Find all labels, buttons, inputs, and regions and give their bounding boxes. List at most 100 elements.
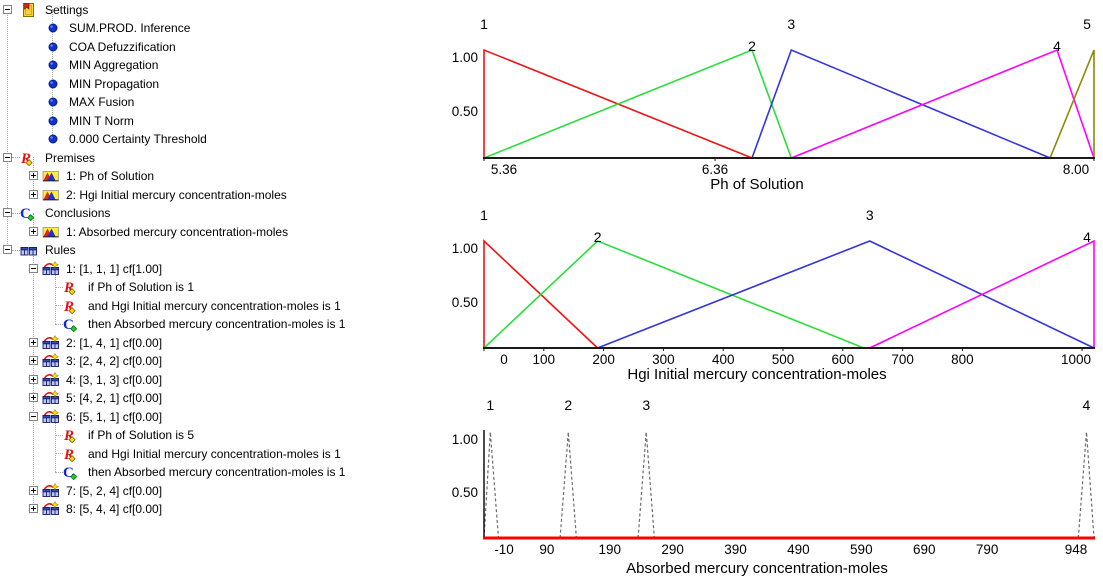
- mf-chart-absorbed-mercury-concentration-moles[interactable]: [484, 432, 1094, 538]
- mf-curve-absorbed-mercury-concentration-moles-1[interactable]: [483, 431, 500, 539]
- y-tick-label: 0.50: [451, 485, 478, 500]
- rule-icon: [42, 501, 60, 517]
- tree-connector: [55, 268, 56, 324]
- tree-item-min-t-norm[interactable]: MIN T Norm: [0, 111, 430, 130]
- tree-item-label: 5: [4, 2, 1] cf[0.00]: [66, 391, 163, 405]
- y-tick-label: 1.00: [451, 241, 478, 256]
- collapse-icon[interactable]: [3, 245, 12, 254]
- mf-number-label: 1: [486, 397, 495, 413]
- expand-icon[interactable]: [29, 226, 38, 236]
- x-tick-label: 590: [850, 542, 873, 557]
- expand-icon[interactable]: [29, 374, 38, 384]
- mf-curve-hgi-initial-mercury-concentration-moles-3[interactable]: [597, 240, 1095, 349]
- tree-item-7-5-2-4-cf-0-00[interactable]: 7: [5, 2, 4] cf[0.00]: [0, 481, 430, 500]
- tree-item-label: 1: Absorbed mercury concentration-moles: [66, 224, 289, 239]
- tree-item-3-2-4-2-cf-0-00[interactable]: 3: [2, 4, 2] cf[0.00]: [0, 352, 430, 371]
- tree-item-settings[interactable]: Settings: [0, 0, 430, 19]
- mf-curve-ph-of-solution-3[interactable]: [751, 48, 1051, 159]
- tree-item-1-absorbed-mercury-concentration-moles[interactable]: 1: Absorbed mercury concentration-moles: [0, 222, 430, 241]
- mf-number-label: 1: [480, 16, 488, 32]
- expand-icon[interactable]: [29, 393, 38, 402]
- tree-connector: [55, 416, 56, 472]
- x-tick-label: 200: [592, 352, 615, 367]
- y-tick-label: 1.00: [451, 432, 478, 447]
- mf-icon: [42, 168, 60, 184]
- tree-item-8-5-4-4-cf-0-00[interactable]: 8: [5, 4, 4] cf[0.00]: [0, 500, 430, 519]
- expand-icon[interactable]: [29, 171, 38, 180]
- expand-icon[interactable]: [29, 337, 38, 347]
- x-tick-label: 100: [532, 352, 556, 367]
- collapse-icon[interactable]: [29, 263, 38, 273]
- tree-item-premises[interactable]: R Premises: [0, 148, 430, 167]
- tree-item-max-fusion[interactable]: MAX Fusion: [0, 93, 430, 112]
- tree-item-label: Settings: [45, 2, 89, 17]
- mf-chart-hgi-initial-mercury-concentration-moles[interactable]: [484, 241, 1094, 348]
- x-tick-label: 90: [539, 542, 555, 557]
- svg-text:R: R: [63, 447, 74, 462]
- expand-icon[interactable]: [29, 485, 38, 495]
- tree-item-0-000-certainty-threshold[interactable]: 0.000 Certainty Threshold: [0, 130, 430, 149]
- tree-item-4-3-1-3-cf-0-00[interactable]: 4: [3, 1, 3] cf[0.00]: [0, 370, 430, 389]
- tree-connector: [12, 212, 20, 214]
- mf-curve-hgi-initial-mercury-concentration-moles-2[interactable]: [483, 240, 865, 349]
- tree-item-5-4-2-1-cf-0-00[interactable]: 5: [4, 2, 1] cf[0.00]: [0, 389, 430, 408]
- tree-connector: [55, 453, 63, 454]
- x-tick-label: 6.36: [701, 162, 729, 177]
- expand-icon[interactable]: [29, 189, 38, 199]
- mf-curve-ph-of-solution-5[interactable]: [1049, 49, 1095, 159]
- tree-item-rules[interactable]: Rules: [0, 241, 430, 260]
- expand-icon[interactable]: [29, 504, 38, 513]
- mf-chart-ph-of-solution[interactable]: [484, 50, 1094, 158]
- svg-text:R: R: [63, 428, 74, 443]
- collapse-icon[interactable]: [3, 208, 12, 217]
- tree-connector: [55, 471, 63, 473]
- mf-icon: [42, 224, 60, 240]
- premise-icon: R: [63, 446, 81, 462]
- tree-item-label: then Absorbed mercury concentration-mole…: [88, 465, 346, 479]
- tree-item-2-hgi-initial-mercury-concentration-mole[interactable]: 2: Hgi Initial mercury concentration-mol…: [0, 185, 430, 204]
- tree-item-label: if Ph of Solution is 1: [88, 280, 195, 294]
- tree-item-label: MIN T Norm: [69, 113, 134, 128]
- mf-curve-hgi-initial-mercury-concentration-moles-1[interactable]: [483, 239, 599, 349]
- tree-item-coa-defuzzification[interactable]: COA Defuzzification: [0, 37, 430, 56]
- bullet-icon: [45, 113, 63, 129]
- x-tick-label: 800: [951, 352, 974, 367]
- y-tick-label: 1.00: [451, 50, 478, 65]
- tree-item-label: 4: [3, 1, 3] cf[0.00]: [66, 372, 163, 387]
- tree-item-label: 2: Hgi Initial mercury concentration-mol…: [66, 187, 287, 202]
- premise-icon: R: [63, 279, 81, 295]
- tree-item-label: MIN Aggregation: [69, 58, 159, 72]
- mf-number-label: 4: [1082, 397, 1091, 413]
- tree-item-6-5-1-1-cf-0-00[interactable]: 6: [5, 1, 1] cf[0.00]: [0, 407, 430, 426]
- mf-curve-ph-of-solution-4[interactable]: [790, 48, 1095, 159]
- mf-curve-ph-of-solution-1[interactable]: [483, 48, 753, 159]
- conclusion-icon: C: [20, 205, 38, 221]
- tree-item-conclusions[interactable]: C Conclusions: [0, 204, 430, 223]
- mf-icon: [42, 187, 60, 203]
- tree-item-2-1-4-1-cf-0-00[interactable]: 2: [1, 4, 1] cf[0.00]: [0, 333, 430, 352]
- expand-icon[interactable]: [29, 356, 38, 365]
- mf-number-label: 2: [748, 38, 756, 54]
- tree-item-1-ph-of-solution[interactable]: 1: Ph of Solution: [0, 167, 430, 186]
- rule-icon: [42, 353, 60, 369]
- tree-item-sum-prod-inference[interactable]: SUM.PROD. Inference: [0, 19, 430, 38]
- mf-curve-ph-of-solution-2[interactable]: [483, 48, 793, 159]
- x-tick-label: 290: [661, 542, 684, 557]
- svg-text:C: C: [63, 465, 74, 480]
- tree-item-label: 6: [5, 1, 1] cf[0.00]: [66, 409, 163, 424]
- tree-item-min-aggregation[interactable]: MIN Aggregation: [0, 56, 430, 75]
- tree-item-min-propagation[interactable]: MIN Propagation: [0, 74, 430, 93]
- tree-item-1-1-1-1-cf-1-00[interactable]: 1: [1, 1, 1] cf[1.00]: [0, 259, 430, 278]
- tree-item-label: 0.000 Certainty Threshold: [69, 132, 207, 146]
- collapse-icon[interactable]: [29, 411, 38, 421]
- mf-curve-hgi-initial-mercury-concentration-moles-4[interactable]: [869, 239, 1095, 349]
- tree-item-label: and Hgi Initial mercury concentration-mo…: [88, 298, 341, 313]
- collapse-icon[interactable]: [3, 4, 12, 14]
- collapse-icon[interactable]: [3, 152, 12, 162]
